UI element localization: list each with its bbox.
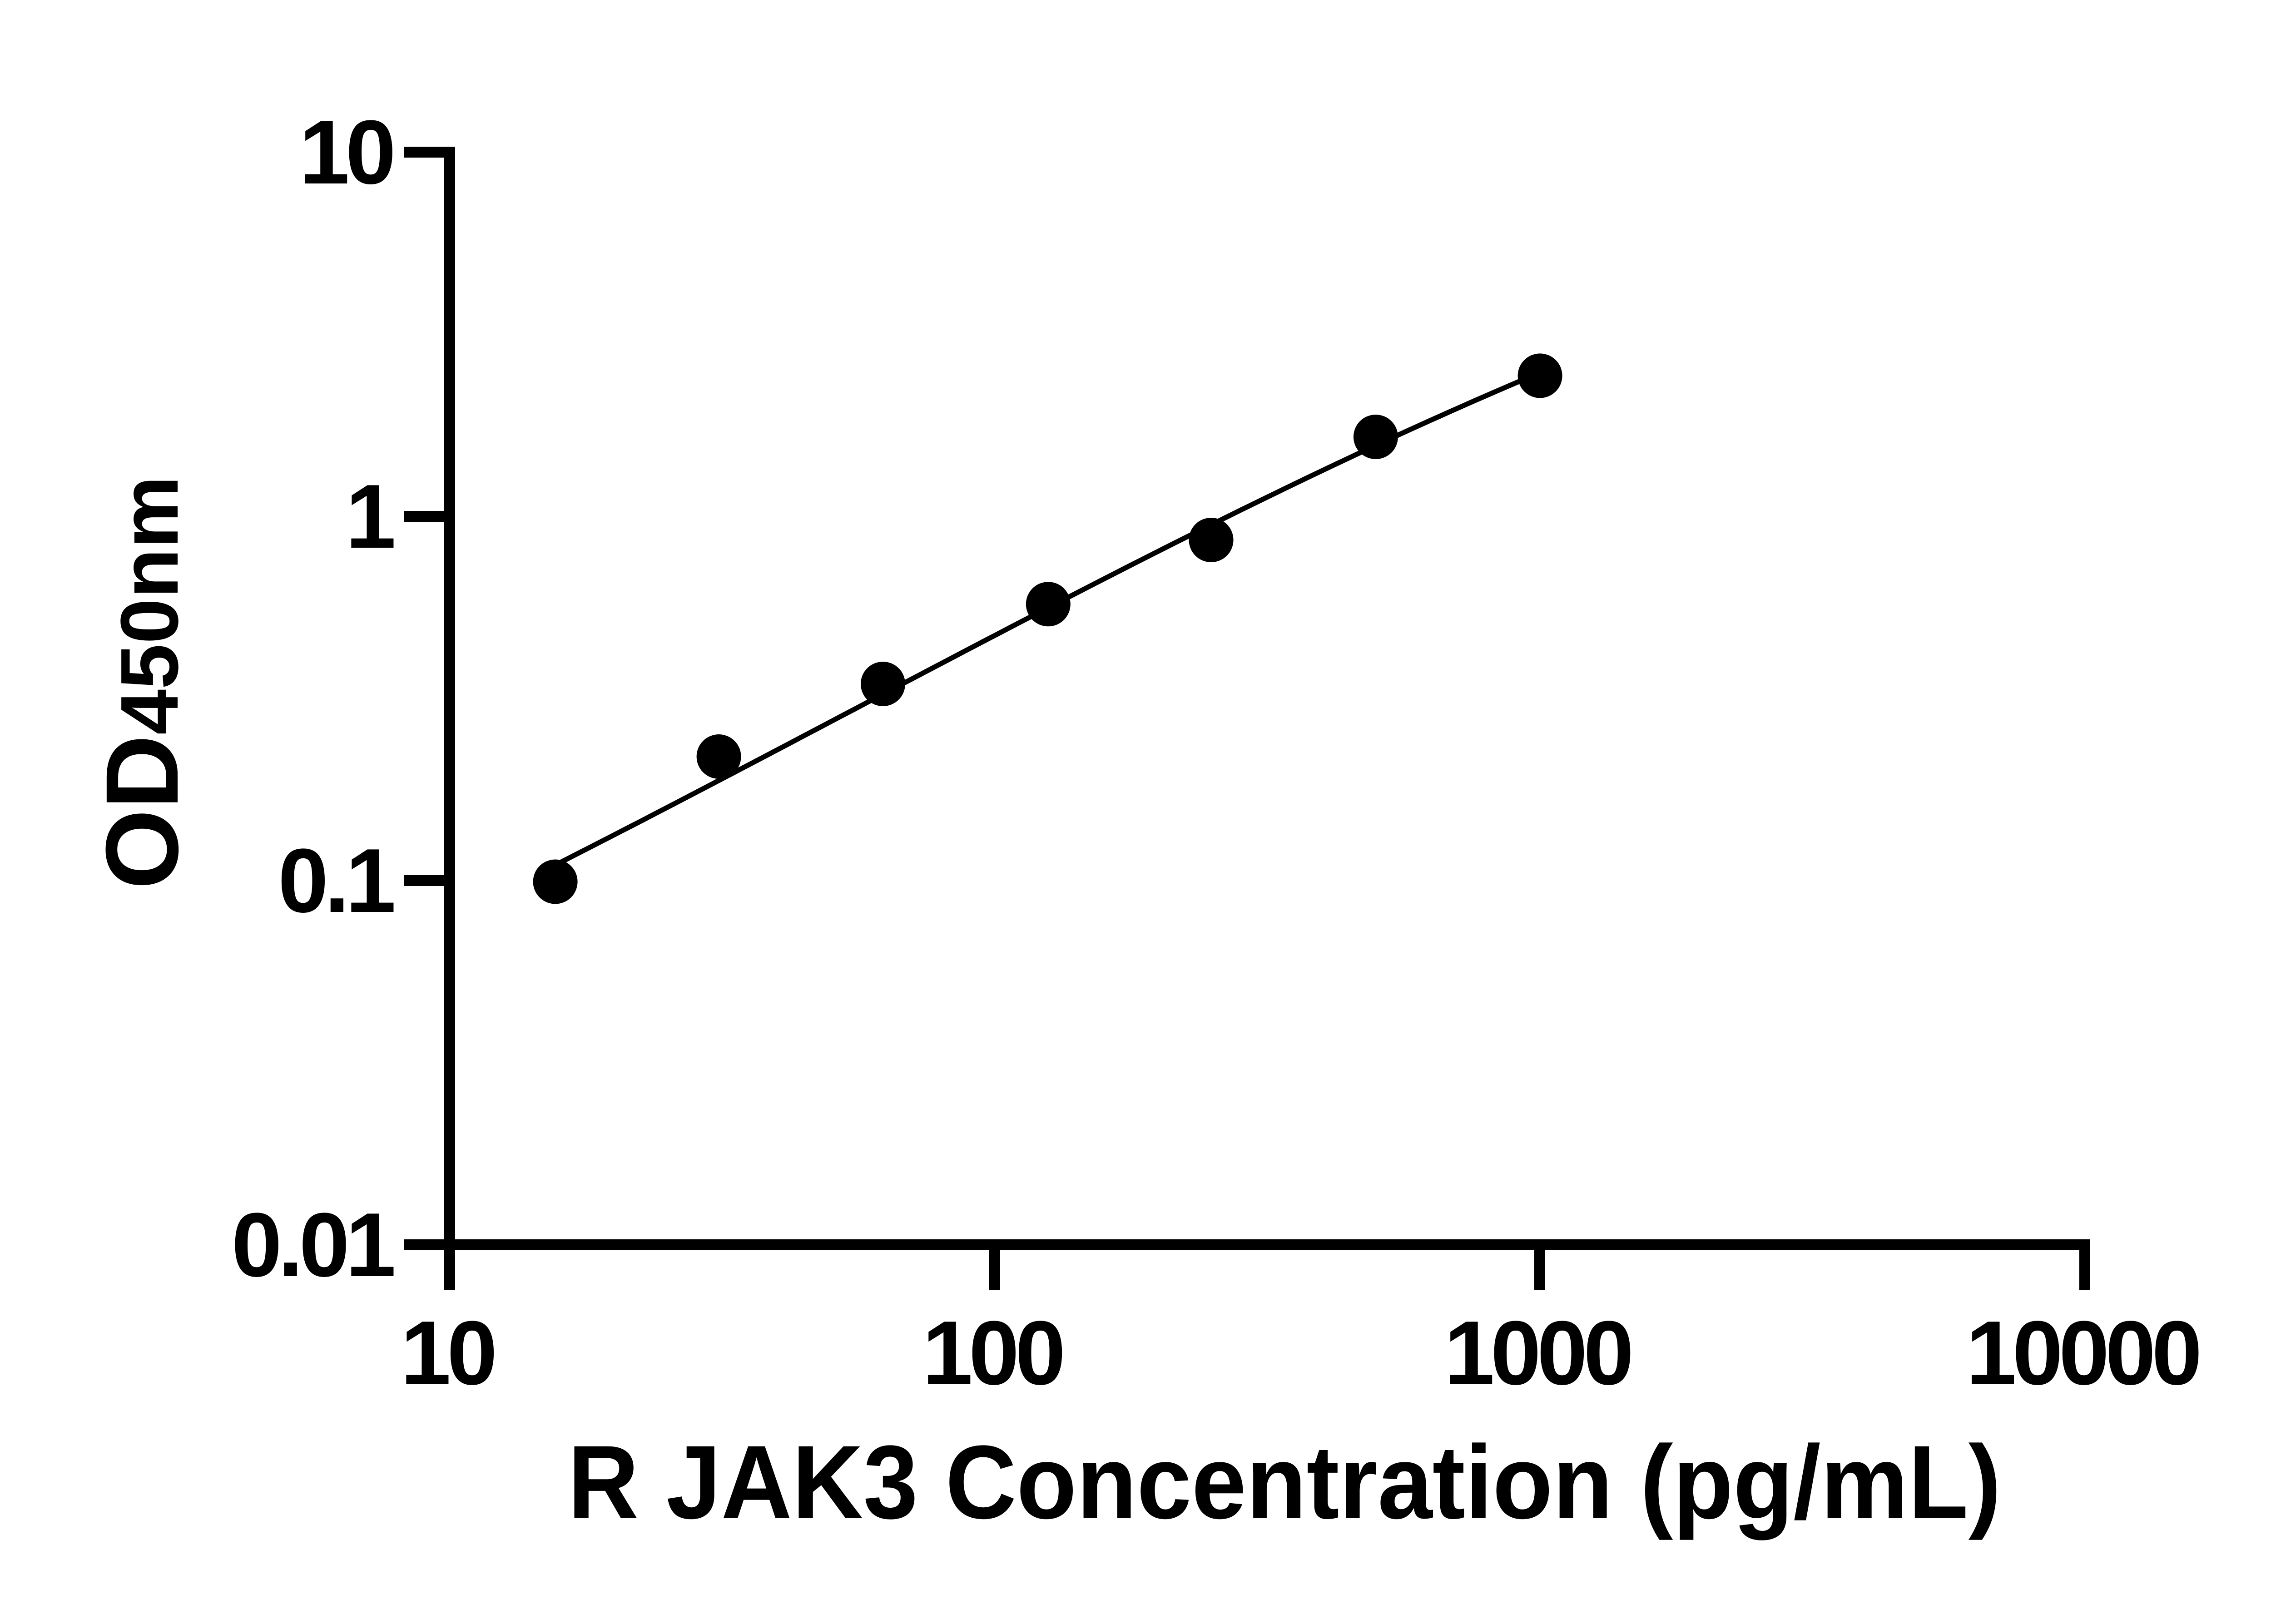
svg-text:10000: 10000 [1966, 1302, 2199, 1404]
svg-text:OD450nm: OD450nm [85, 476, 200, 890]
svg-text:0.1: 0.1 [278, 830, 394, 931]
svg-text:1: 1 [346, 466, 394, 567]
svg-text:1000: 1000 [1444, 1302, 1631, 1404]
svg-text:0.01: 0.01 [232, 1194, 394, 1296]
svg-text:10: 10 [401, 1302, 494, 1404]
svg-text:10: 10 [299, 102, 393, 203]
svg-text:100: 100 [922, 1302, 1062, 1404]
svg-text:R JAK3 Concentration (pg/mL): R JAK3 Concentration (pg/mL) [568, 1424, 2001, 1540]
